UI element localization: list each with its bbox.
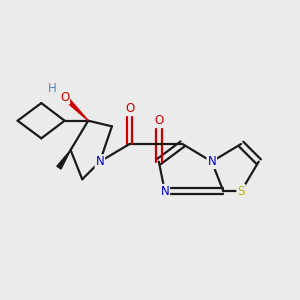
Text: N: N: [207, 155, 216, 168]
Text: H: H: [48, 82, 57, 95]
Text: S: S: [237, 185, 245, 198]
Polygon shape: [63, 95, 88, 121]
Text: N: N: [95, 155, 104, 168]
Polygon shape: [57, 150, 70, 169]
Text: O: O: [60, 91, 69, 103]
Text: N: N: [160, 185, 169, 198]
Text: O: O: [154, 114, 164, 127]
Text: O: O: [125, 102, 134, 115]
